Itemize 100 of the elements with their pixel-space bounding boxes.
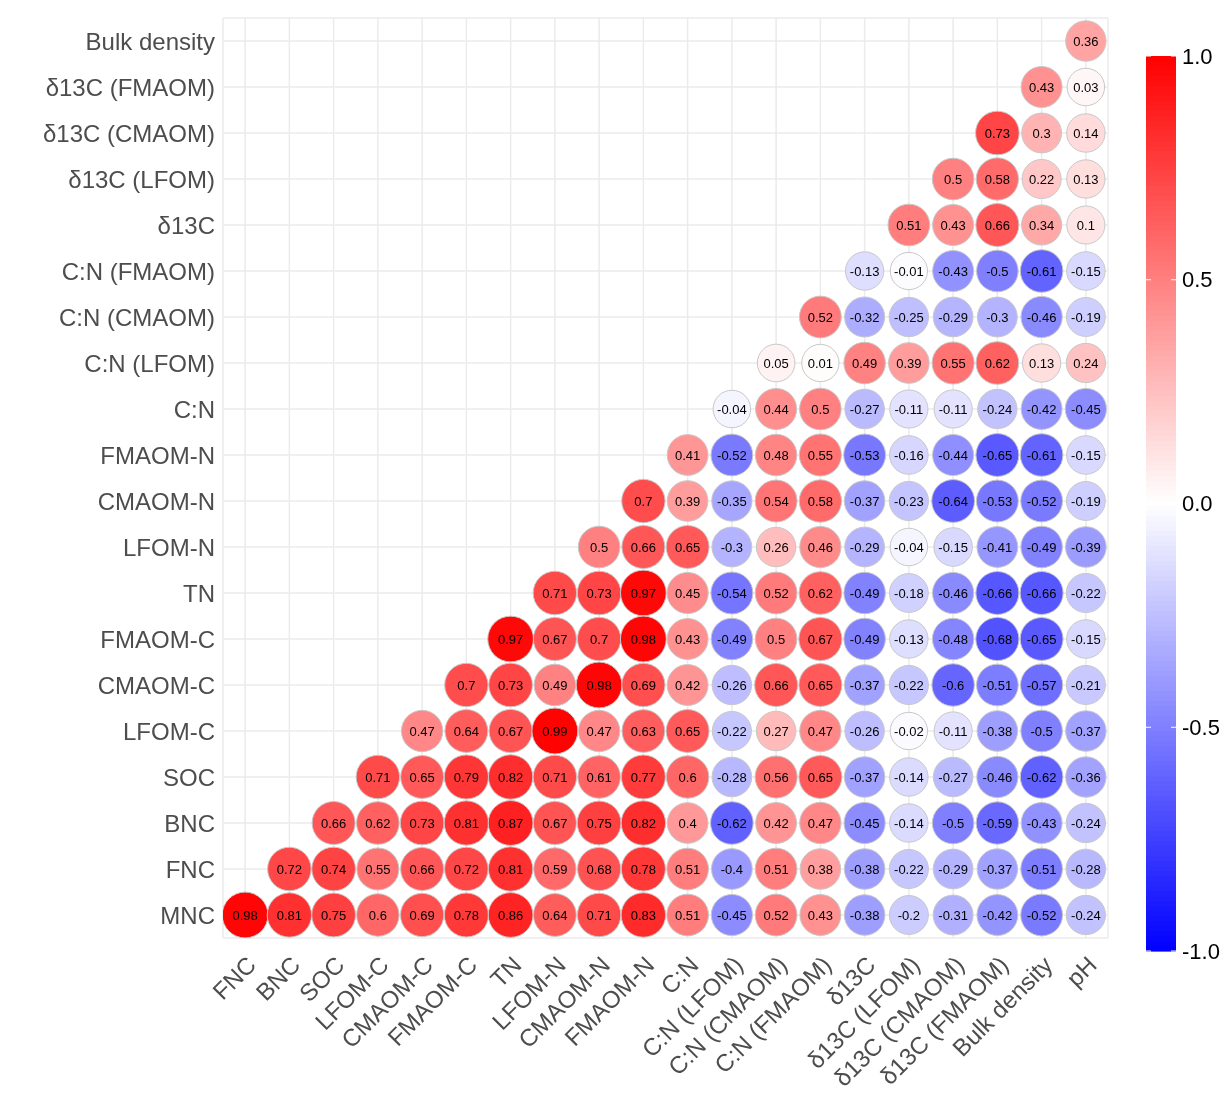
data-label: 0.52 [763, 907, 789, 923]
data-label: 0.63 [630, 723, 657, 739]
data-label: 0.5 [944, 171, 963, 187]
data-label: 0.51 [674, 861, 701, 877]
data-label: 0.47 [807, 815, 834, 831]
y-tick-label: δ13C [157, 211, 215, 239]
data-label: 0.67 [542, 631, 568, 647]
data-label: -0.3 [986, 309, 1009, 325]
data-label: 0.7 [457, 677, 476, 693]
data-label: 0.65 [409, 769, 435, 785]
data-label: -0.64 [938, 493, 968, 509]
data-label: 0.73 [409, 815, 435, 831]
data-label: -0.31 [938, 907, 968, 923]
data-label: -0.54 [717, 585, 747, 601]
data-label: 0.69 [409, 907, 435, 923]
data-label: 0.71 [586, 907, 612, 923]
data-label: -0.37 [982, 861, 1013, 877]
data-label: 0.72 [453, 861, 480, 877]
data-label: 0.65 [807, 677, 834, 693]
data-label: -0.6 [941, 677, 965, 693]
data-label: -0.49 [717, 631, 747, 647]
data-label: -0.16 [894, 447, 924, 463]
data-label: 0.78 [630, 861, 657, 877]
y-tick-label: FNC [165, 855, 215, 883]
data-label: 0.4 [678, 815, 697, 831]
data-label: -0.68 [982, 631, 1013, 647]
data-label: -0.52 [1026, 493, 1057, 509]
data-label: 0.71 [542, 769, 568, 785]
data-label: -0.49 [849, 631, 880, 647]
data-label: 0.6 [678, 769, 697, 785]
data-label: 0.7 [590, 631, 609, 647]
data-label: 0.65 [807, 769, 834, 785]
data-label: -0.18 [894, 585, 924, 601]
data-label: 0.49 [542, 677, 568, 693]
data-label: -0.36 [1071, 769, 1101, 785]
data-label: 0.65 [674, 539, 701, 555]
data-label: -0.41 [982, 539, 1013, 555]
y-tick-label: CMAOM-N [97, 487, 215, 515]
data-label: -0.29 [849, 539, 880, 555]
data-label: 0.97 [630, 585, 657, 601]
data-label: 0.47 [586, 723, 612, 739]
data-label: -0.49 [849, 585, 880, 601]
data-label: -0.22 [1071, 585, 1101, 601]
data-label: 0.62 [365, 815, 391, 831]
data-label: -0.28 [717, 769, 747, 785]
data-label: 0.98 [630, 631, 657, 647]
data-label: 0.47 [409, 723, 435, 739]
data-label: 0.43 [807, 907, 834, 923]
data-label: -0.45 [717, 907, 747, 923]
data-label: 0.75 [320, 907, 347, 923]
data-label: -0.15 [1071, 447, 1101, 463]
data-label: -0.61 [1026, 263, 1057, 279]
data-label: -0.46 [938, 585, 968, 601]
data-label: -0.66 [982, 585, 1013, 601]
data-label: 0.26 [763, 539, 789, 555]
data-label: -0.43 [1026, 815, 1057, 831]
data-label: 0.52 [807, 309, 834, 325]
data-label: -0.37 [1071, 723, 1101, 739]
data-label: 0.69 [630, 677, 657, 693]
data-label: 0.73 [497, 677, 524, 693]
color-bar-label: -1.0 [1182, 938, 1220, 964]
y-tick-label: LFOM-N [123, 533, 215, 561]
data-label: 0.5 [767, 631, 786, 647]
data-label: -0.15 [938, 539, 968, 555]
data-label: 0.74 [320, 861, 347, 877]
data-label: 0.66 [763, 677, 789, 693]
data-label: -0.24 [982, 401, 1013, 417]
data-label: 0.64 [453, 723, 480, 739]
y-tick-label: CMAOM-C [97, 671, 215, 699]
data-label: -0.23 [894, 493, 924, 509]
data-label: -0.51 [982, 677, 1013, 693]
data-label: -0.14 [894, 815, 924, 831]
data-label: -0.45 [1071, 401, 1101, 417]
data-label: -0.61 [1026, 447, 1057, 463]
data-label: 0.52 [763, 585, 789, 601]
data-label: 0.44 [763, 401, 789, 417]
data-label: -0.04 [894, 539, 924, 555]
data-label: -0.26 [717, 677, 747, 693]
data-label: -0.28 [1071, 861, 1101, 877]
y-tick-label: δ13C (CMAOM) [42, 119, 215, 147]
data-label: -0.22 [894, 861, 924, 877]
y-tick-label: BNC [164, 809, 215, 837]
data-label: 0.47 [807, 723, 834, 739]
data-label: -0.42 [1026, 401, 1057, 417]
data-label: 0.78 [453, 907, 480, 923]
data-label: -0.25 [894, 309, 924, 325]
data-label: 0.1 [1076, 217, 1095, 233]
data-label: -0.21 [1071, 677, 1101, 693]
data-label: -0.48 [938, 631, 968, 647]
y-tick-label: SOC [162, 763, 215, 791]
data-label: -0.11 [938, 723, 968, 739]
color-bar-label: 1.0 [1182, 43, 1213, 69]
y-tick-label: C:N (FMAOM) [61, 257, 215, 285]
data-label: -0.24 [1071, 907, 1101, 923]
data-label: 0.46 [807, 539, 834, 555]
data-label: -0.02 [894, 723, 924, 739]
data-label: 0.81 [497, 861, 524, 877]
color-bar-label: -0.5 [1182, 714, 1220, 740]
data-label: -0.38 [849, 861, 880, 877]
y-tick-label: C:N (LFOM) [84, 349, 215, 377]
